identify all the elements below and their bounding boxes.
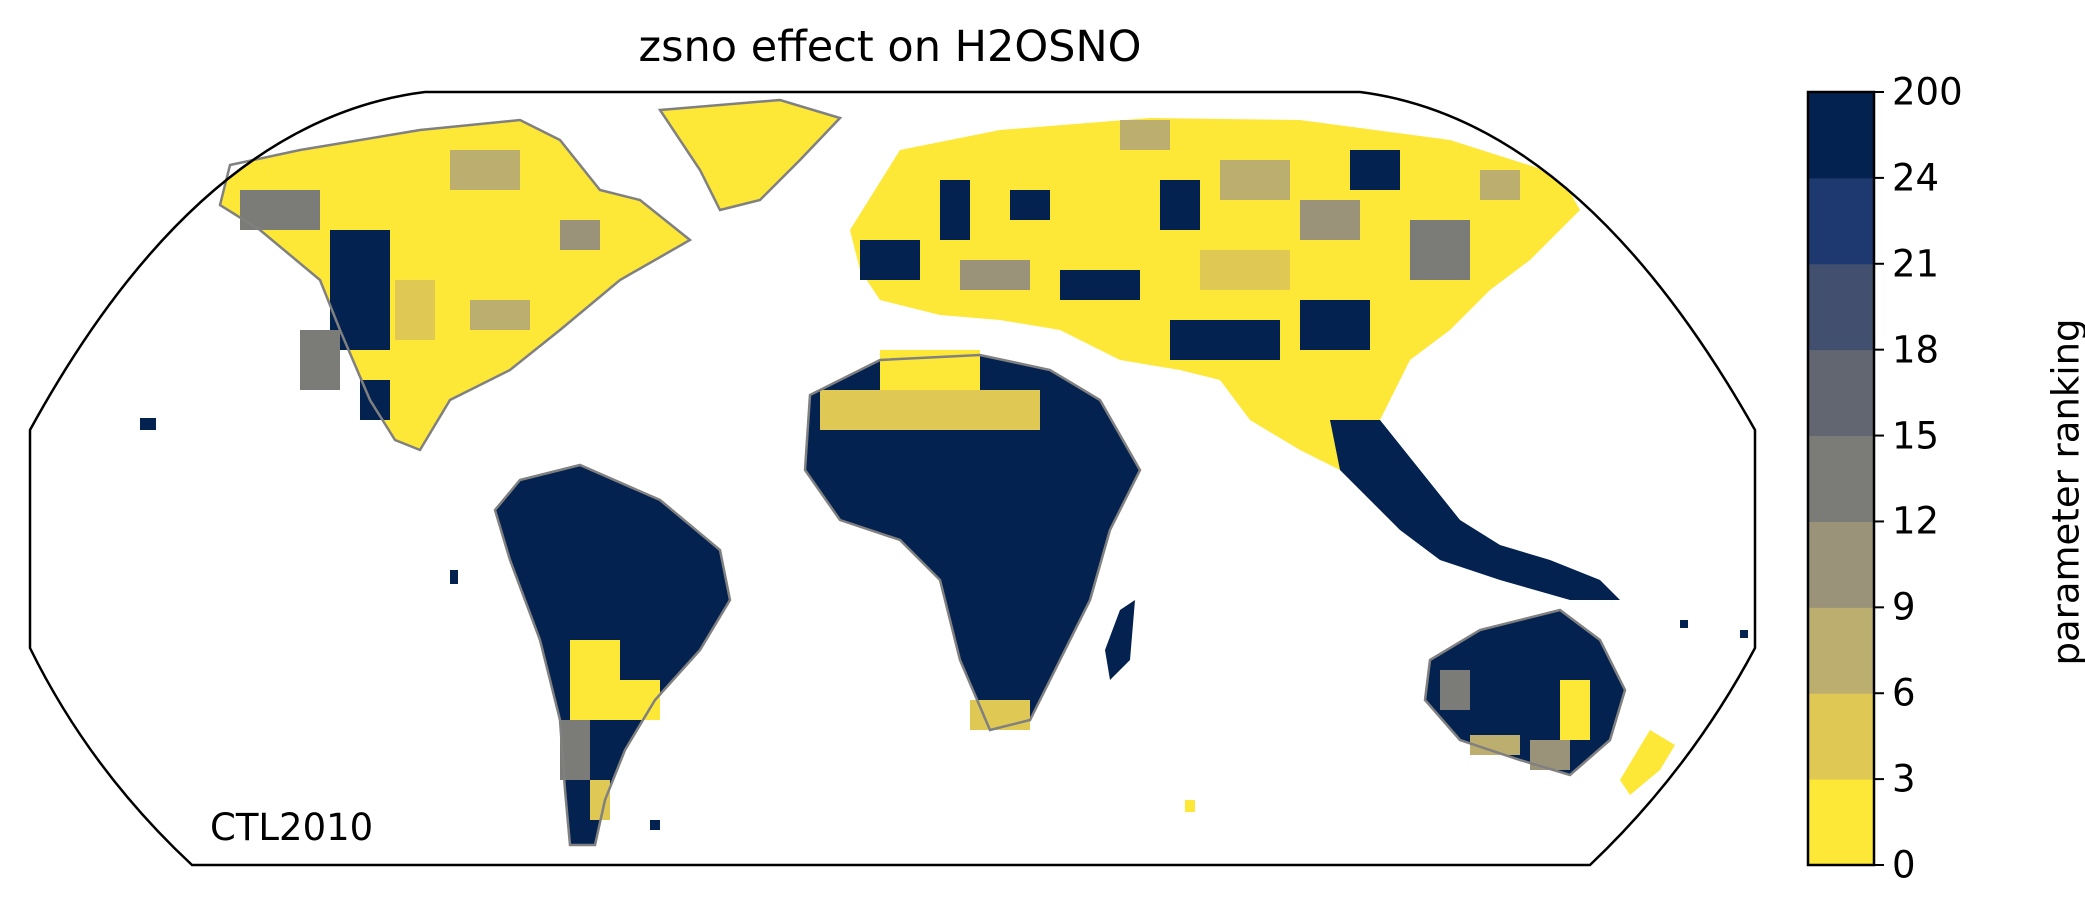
colorbar-segment (1808, 779, 1874, 866)
coastlines (218, 98, 1627, 847)
colorbar-tick-label: 9 (1892, 585, 1916, 629)
colorbar-tick-label: 18 (1892, 328, 1940, 372)
colorbar (1806, 90, 1884, 867)
islands (140, 418, 1748, 830)
land-africa (805, 355, 1140, 730)
colorbar-border (1806, 90, 1876, 867)
colorbar-tick-label: 15 (1892, 414, 1940, 458)
colorbar-segment (1808, 693, 1874, 780)
colorbar-segment (1808, 177, 1874, 265)
colorbar-tick-label: 6 (1892, 671, 1916, 715)
land-north-america (220, 120, 690, 450)
experiment-label: CTL2010 (210, 806, 374, 849)
colorbar-segment (1808, 263, 1874, 351)
land-raster (140, 100, 1748, 845)
colorbar-label: parameter ranking (2044, 318, 2085, 666)
raster-patches (240, 120, 1590, 820)
colorbar-tick-label: 21 (1892, 242, 1940, 286)
colorbar-segment (1808, 607, 1874, 694)
colorbar-tick-label: 3 (1892, 757, 1916, 801)
colorbar-tick-label: 24 (1892, 156, 1940, 200)
colorbar-tick-label: 200 (1892, 70, 1963, 114)
land-greenland (660, 100, 840, 210)
colorbar-segment (1808, 521, 1874, 608)
land-new-zealand (1620, 730, 1675, 795)
map-title: zsno effect on H2OSNO (638, 22, 1142, 72)
colorbar-segment (1808, 92, 1874, 179)
land-madagascar (1105, 600, 1135, 680)
colorbar-tick-label: 12 (1892, 499, 1940, 543)
colorbar-segment (1808, 435, 1874, 522)
colorbar-tick-label: 0 (1892, 843, 1916, 887)
colorbar-segment (1808, 349, 1874, 437)
map-boundary (28, 90, 1757, 867)
land-southeast-asia (1330, 420, 1620, 600)
